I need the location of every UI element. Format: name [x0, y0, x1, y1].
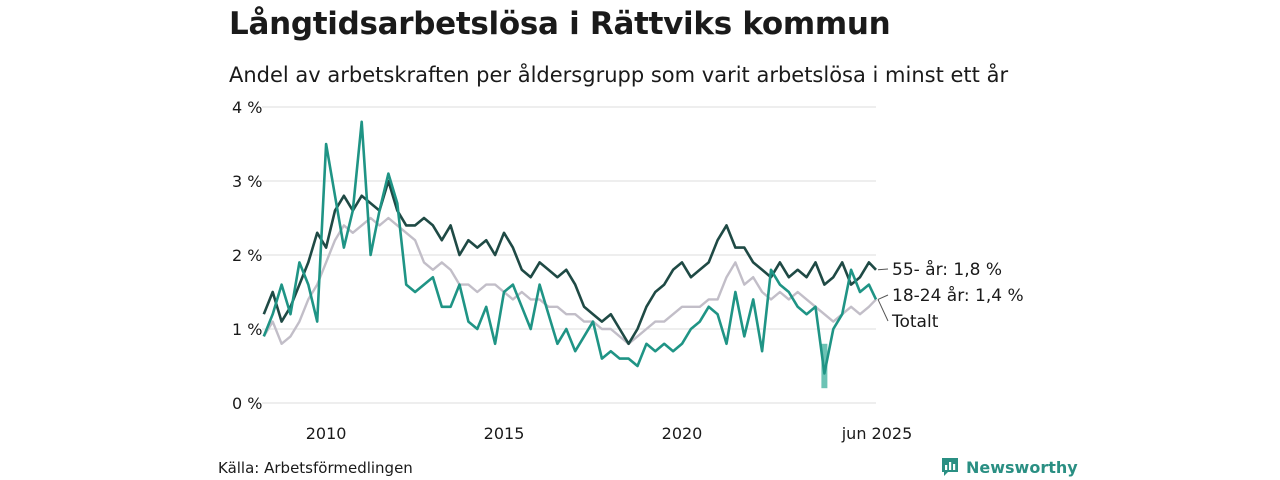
end-label-age1824: 18-24 år: 1,4 % [892, 285, 1024, 306]
y-tick-label: 4 % [232, 98, 262, 117]
series-line-age55 [262, 179, 877, 346]
x-tick-label: 2020 [662, 424, 703, 443]
end-label-age55: 55- år: 1,8 % [892, 259, 1002, 280]
x-tick-label-last: jun 2025 [841, 424, 913, 443]
end-label-leader [877, 268, 889, 271]
brand-name: Newsworthy [966, 457, 1078, 477]
y-tick-label: 2 % [232, 246, 262, 265]
chart-subtitle: Andel av arbetskraften per åldersgrupp s… [229, 63, 1009, 87]
y-tick-label: 3 % [232, 172, 262, 191]
brand-logo: Newsworthy [940, 456, 1078, 478]
chart-title: Långtidsarbetslösa i Rättviks kommun [229, 6, 891, 42]
end-label-total: Totalt [891, 312, 939, 332]
series-line-age1824 [262, 120, 878, 375]
end-label-leader [877, 294, 889, 300]
y-tick-label: 0 % [232, 394, 262, 413]
source-note: Källa: Arbetsförmedlingen [218, 459, 413, 477]
x-tick-label: 2010 [306, 424, 347, 443]
y-tick-label: 1 % [232, 320, 262, 339]
end-label-leader [877, 299, 889, 322]
x-tick-label: 2015 [484, 424, 525, 443]
series-line-total [262, 216, 877, 345]
bar-chart-icon [942, 458, 958, 476]
